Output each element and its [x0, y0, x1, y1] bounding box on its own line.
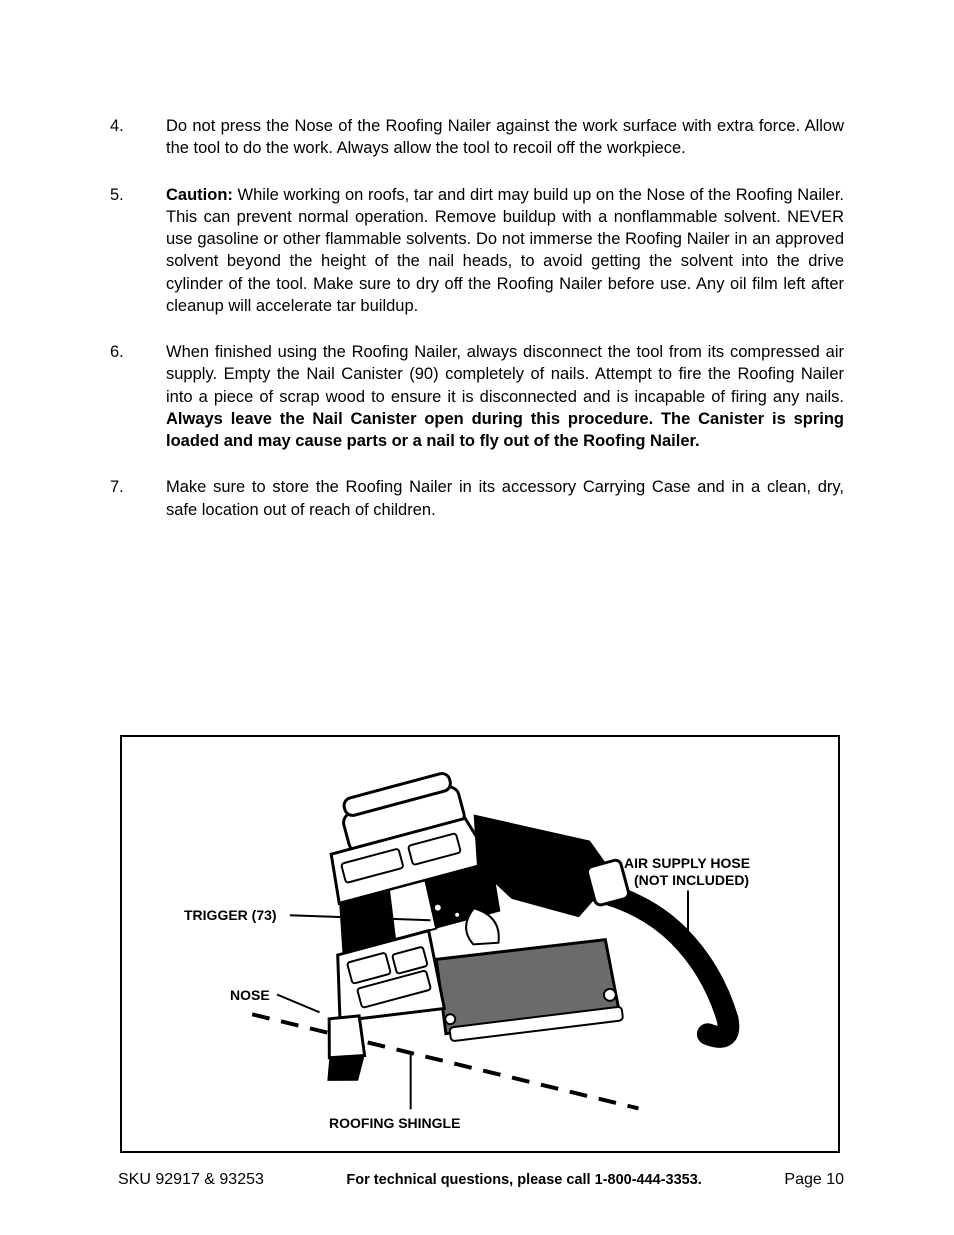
nailer-diagram	[122, 737, 838, 1151]
item-number: 4.	[110, 115, 166, 160]
footer-sku: SKU 92917 & 93253	[118, 1171, 264, 1189]
item-number: 6.	[110, 341, 166, 452]
page-content: 4.Do not press the Nose of the Roofing N…	[0, 0, 954, 521]
item-number: 7.	[110, 476, 166, 521]
instruction-item: 7.Make sure to store the Roofing Nailer …	[110, 476, 844, 521]
footer-page: Page 10	[784, 1171, 844, 1189]
instruction-list: 4.Do not press the Nose of the Roofing N…	[110, 115, 844, 521]
figure-box: TRIGGER (73) NOSE AIR SUPPLY HOSE (NOT I…	[120, 735, 840, 1153]
label-shingle: ROOFING SHINGLE	[329, 1115, 460, 1131]
label-airhose-1: AIR SUPPLY HOSE	[624, 855, 750, 871]
footer-support: For technical questions, please call 1-8…	[264, 1172, 785, 1188]
label-trigger: TRIGGER (73)	[184, 907, 277, 923]
instruction-item: 5.Caution: While working on roofs, tar a…	[110, 184, 844, 318]
item-body: Caution: While working on roofs, tar and…	[166, 184, 844, 318]
label-nose: NOSE	[230, 987, 270, 1003]
label-airhose-2: (NOT INCLUDED)	[634, 872, 749, 888]
item-body: Make sure to store the Roofing Nailer in…	[166, 476, 844, 521]
item-body: Do not press the Nose of the Roofing Nai…	[166, 115, 844, 160]
item-body: When finished using the Roofing Nailer, …	[166, 341, 844, 452]
instruction-item: 4.Do not press the Nose of the Roofing N…	[110, 115, 844, 160]
item-number: 5.	[110, 184, 166, 318]
instruction-item: 6.When finished using the Roofing Nailer…	[110, 341, 844, 452]
page-footer: SKU 92917 & 93253 For technical question…	[118, 1171, 844, 1189]
